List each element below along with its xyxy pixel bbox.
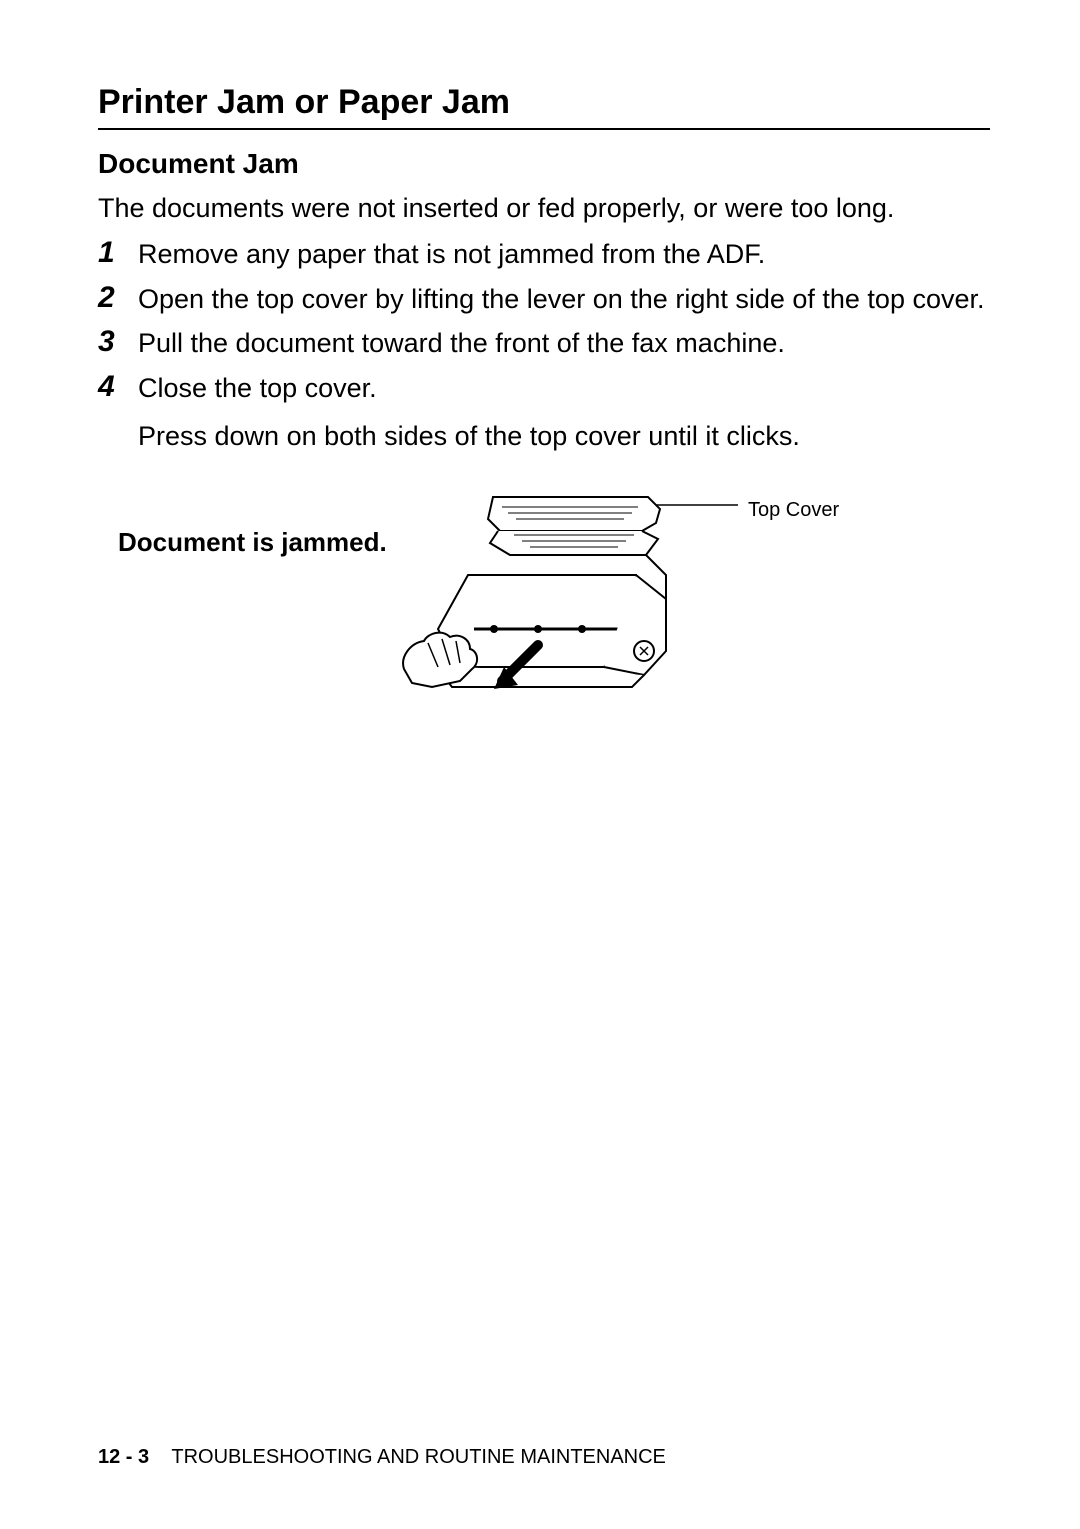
step4-extra-text: Press down on both sides of the top cove… — [138, 418, 990, 454]
step-item: 3 Pull the document toward the front of … — [98, 325, 990, 361]
jam-label: Document is jammed. — [118, 527, 387, 558]
section-title: Printer Jam or Paper Jam — [98, 83, 990, 122]
footer-page-number: 12 - 3 — [98, 1446, 149, 1468]
step-text: Open the top cover by lifting the lever … — [138, 281, 985, 317]
footer-chapter — [155, 1446, 172, 1468]
page-footer: 12 - 3 TROUBLESHOOTING AND ROUTINE MAINT… — [98, 1446, 666, 1469]
intro-text: The documents were not inserted or fed p… — [98, 190, 990, 226]
footer-chapter-text: TROUBLESHOOTING AND ROUTINE MAINTENANCE — [171, 1446, 666, 1468]
step-item: 2 Open the top cover by lifting the leve… — [98, 281, 990, 317]
step-text: Pull the document toward the front of th… — [138, 325, 785, 361]
step-text: Close the top cover. — [138, 370, 377, 406]
step-number: 4 — [98, 370, 138, 403]
step-number: 1 — [98, 236, 138, 269]
figure-block: Document is jammed. — [98, 479, 990, 739]
printer-diagram-icon — [398, 479, 738, 719]
callout-top-cover: Top Cover — [748, 499, 839, 522]
section-rule — [98, 128, 990, 130]
step-number: 3 — [98, 325, 138, 358]
step-text: Remove any paper that is not jammed from… — [138, 236, 765, 272]
step-number: 2 — [98, 281, 138, 314]
step-item: 1 Remove any paper that is not jammed fr… — [98, 236, 990, 272]
page: Printer Jam or Paper Jam Document Jam Th… — [0, 0, 1080, 1529]
steps-list: 1 Remove any paper that is not jammed fr… — [98, 236, 990, 406]
step-item: 4 Close the top cover. — [98, 370, 990, 406]
subheading-document-jam: Document Jam — [98, 148, 990, 180]
